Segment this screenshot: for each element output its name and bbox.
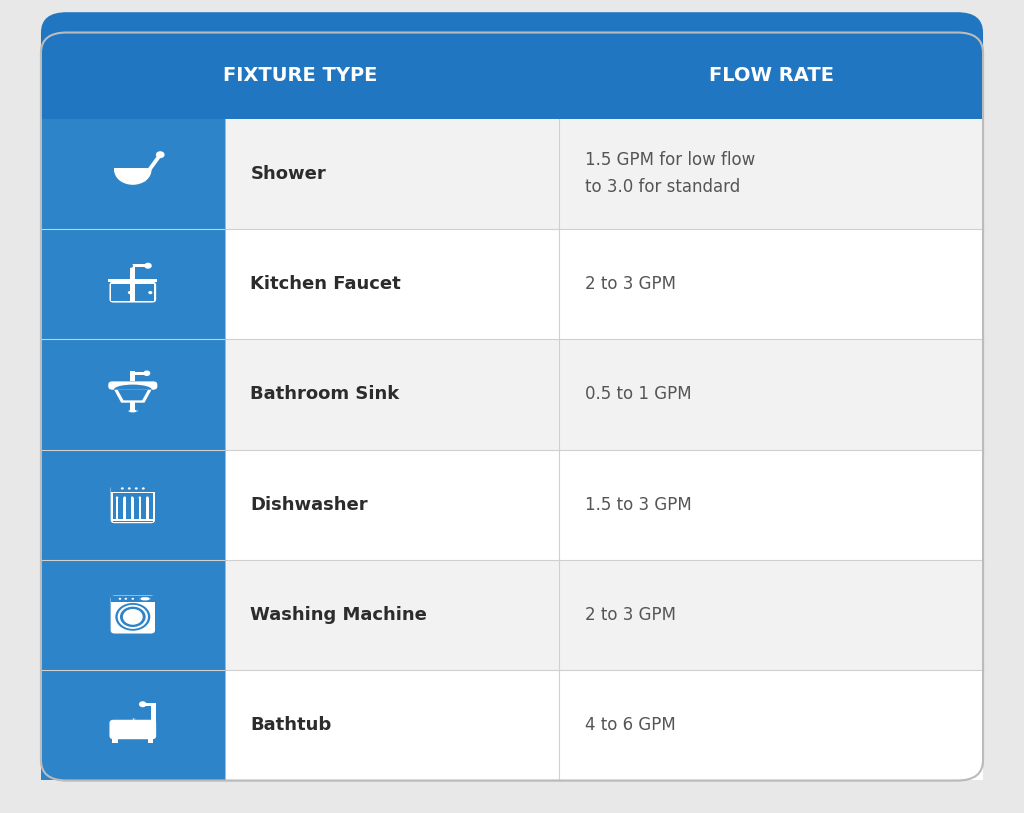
Circle shape bbox=[123, 609, 142, 624]
Bar bbox=[114, 168, 152, 172]
Circle shape bbox=[131, 598, 134, 600]
Circle shape bbox=[138, 497, 141, 498]
Bar bbox=[148, 738, 154, 743]
Bar bbox=[143, 702, 156, 706]
Bar bbox=[151, 705, 156, 730]
Circle shape bbox=[116, 497, 119, 498]
Bar bbox=[41, 97, 983, 119]
Bar bbox=[130, 264, 135, 280]
Text: 4 to 6 GPM: 4 to 6 GPM bbox=[585, 716, 676, 734]
Circle shape bbox=[123, 497, 126, 498]
Wedge shape bbox=[114, 170, 152, 185]
Bar bbox=[130, 372, 146, 375]
FancyBboxPatch shape bbox=[143, 172, 148, 176]
Bar bbox=[41, 450, 224, 560]
FancyBboxPatch shape bbox=[131, 719, 136, 722]
Bar bbox=[113, 493, 153, 522]
FancyBboxPatch shape bbox=[128, 409, 137, 413]
Bar bbox=[41, 670, 224, 780]
Circle shape bbox=[118, 605, 148, 629]
Bar bbox=[224, 119, 983, 229]
Text: Bathroom Sink: Bathroom Sink bbox=[250, 385, 399, 403]
FancyBboxPatch shape bbox=[109, 381, 158, 389]
FancyBboxPatch shape bbox=[111, 485, 155, 524]
Polygon shape bbox=[114, 389, 152, 402]
Bar bbox=[131, 498, 133, 521]
Bar bbox=[130, 372, 135, 381]
Bar bbox=[111, 485, 155, 492]
FancyBboxPatch shape bbox=[121, 179, 126, 182]
Bar bbox=[224, 229, 983, 339]
Bar bbox=[224, 670, 983, 780]
FancyBboxPatch shape bbox=[140, 597, 151, 601]
Circle shape bbox=[128, 291, 132, 294]
FancyBboxPatch shape bbox=[135, 179, 140, 182]
Bar bbox=[135, 284, 155, 301]
Circle shape bbox=[144, 263, 152, 269]
Bar bbox=[111, 596, 155, 602]
FancyBboxPatch shape bbox=[110, 282, 156, 302]
Circle shape bbox=[116, 603, 151, 631]
Polygon shape bbox=[118, 389, 148, 400]
Circle shape bbox=[131, 497, 133, 498]
Text: FIXTURE TYPE: FIXTURE TYPE bbox=[223, 66, 377, 85]
Bar bbox=[130, 264, 148, 267]
FancyBboxPatch shape bbox=[41, 33, 983, 780]
Bar bbox=[123, 498, 126, 521]
Text: 1.5 to 3 GPM: 1.5 to 3 GPM bbox=[585, 496, 691, 514]
Text: Kitchen Faucet: Kitchen Faucet bbox=[250, 275, 401, 293]
FancyBboxPatch shape bbox=[41, 12, 983, 119]
FancyArrow shape bbox=[147, 154, 162, 171]
Circle shape bbox=[142, 487, 144, 489]
Text: 2 to 3 GPM: 2 to 3 GPM bbox=[585, 606, 676, 624]
FancyBboxPatch shape bbox=[124, 172, 130, 176]
Bar bbox=[109, 279, 158, 282]
FancyBboxPatch shape bbox=[118, 172, 123, 176]
Text: Dishwasher: Dishwasher bbox=[250, 496, 368, 514]
Bar bbox=[113, 738, 118, 743]
FancyBboxPatch shape bbox=[128, 179, 133, 182]
Text: 2 to 3 GPM: 2 to 3 GPM bbox=[585, 275, 676, 293]
Circle shape bbox=[120, 606, 145, 627]
Bar bbox=[138, 498, 141, 521]
Bar bbox=[224, 450, 983, 560]
Bar bbox=[113, 519, 153, 521]
Circle shape bbox=[125, 598, 127, 600]
Text: Shower: Shower bbox=[250, 165, 326, 183]
FancyBboxPatch shape bbox=[136, 721, 141, 724]
Bar bbox=[146, 498, 148, 521]
Bar bbox=[41, 119, 224, 229]
FancyBboxPatch shape bbox=[142, 179, 147, 182]
Circle shape bbox=[143, 371, 151, 376]
Bar bbox=[130, 402, 135, 411]
Text: FLOW RATE: FLOW RATE bbox=[709, 66, 834, 85]
Ellipse shape bbox=[114, 385, 152, 395]
Circle shape bbox=[146, 497, 148, 498]
Text: 0.5 to 1 GPM: 0.5 to 1 GPM bbox=[585, 385, 691, 403]
Bar bbox=[112, 284, 130, 301]
Circle shape bbox=[128, 487, 131, 489]
Bar bbox=[224, 339, 983, 450]
Bar bbox=[41, 229, 224, 339]
Circle shape bbox=[135, 487, 138, 489]
Text: 1.5 GPM for low flow
to 3.0 for standard: 1.5 GPM for low flow to 3.0 for standard bbox=[585, 151, 755, 196]
Text: Bathtub: Bathtub bbox=[250, 716, 332, 734]
FancyBboxPatch shape bbox=[110, 720, 156, 739]
Circle shape bbox=[128, 263, 133, 267]
Circle shape bbox=[119, 598, 121, 600]
FancyBboxPatch shape bbox=[138, 172, 143, 176]
Bar bbox=[41, 560, 224, 670]
Circle shape bbox=[148, 291, 153, 294]
Bar bbox=[116, 498, 119, 521]
FancyBboxPatch shape bbox=[111, 596, 155, 633]
Bar bbox=[41, 339, 224, 450]
Bar bbox=[224, 560, 983, 670]
Circle shape bbox=[121, 487, 124, 489]
FancyBboxPatch shape bbox=[131, 172, 136, 176]
Circle shape bbox=[156, 151, 165, 159]
Text: Washing Machine: Washing Machine bbox=[250, 606, 427, 624]
Circle shape bbox=[139, 702, 146, 707]
